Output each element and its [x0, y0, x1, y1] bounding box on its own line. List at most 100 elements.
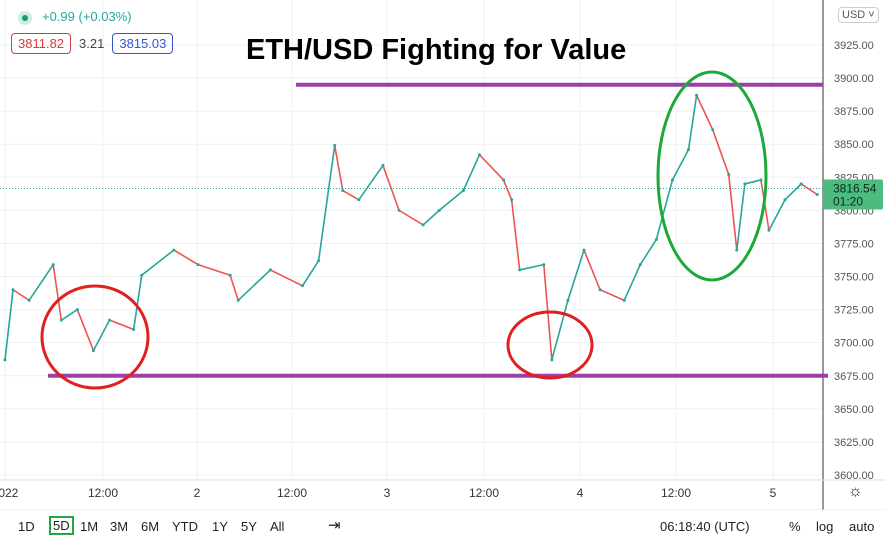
price-point	[132, 327, 136, 331]
bottom-toolbar: ⇥ 06:18:40 (UTC) % log auto 1D 5D 1M 3M 6M YT…	[0, 510, 885, 537]
price-point	[51, 263, 55, 267]
current-price-tag	[823, 179, 883, 210]
price-segment	[711, 129, 730, 175]
price-segment	[12, 289, 30, 302]
currency-select[interactable]: USD ˅	[838, 7, 879, 23]
clock: 06:18:40 (UTC)	[660, 519, 750, 534]
price-segment	[398, 209, 424, 226]
goto-date-icon[interactable]: ⇥	[328, 517, 341, 534]
currency-label: USD	[842, 9, 866, 21]
price-point	[3, 358, 7, 362]
price-segment	[333, 145, 344, 191]
price-point	[510, 198, 514, 202]
price-point	[333, 144, 337, 148]
price-point	[582, 248, 586, 252]
price-point	[711, 128, 715, 132]
price-segment	[768, 199, 786, 231]
price-segment	[270, 269, 303, 287]
range-1y[interactable]: 1Y	[212, 519, 228, 534]
price-point	[75, 308, 79, 312]
range-ytd[interactable]: YTD	[172, 519, 198, 534]
price-segment	[60, 308, 78, 321]
price-point	[695, 93, 699, 97]
price-segment	[800, 183, 818, 196]
price-point	[815, 192, 819, 196]
x-tick-label: 2	[194, 486, 201, 500]
price-segment	[237, 269, 271, 301]
range-3m[interactable]: 3M	[110, 519, 129, 534]
current-price-text: 3816.54	[833, 181, 877, 195]
price-segment	[141, 249, 175, 276]
y-tick-label: 3925.00	[834, 40, 874, 52]
x-tick-label: 12:00	[277, 486, 307, 500]
price-point	[59, 318, 63, 322]
price-segment	[784, 183, 802, 201]
price-segment	[519, 263, 544, 271]
price-segment	[173, 249, 199, 266]
price-segment	[301, 260, 320, 287]
price-point	[550, 358, 554, 362]
price-segment	[76, 309, 95, 351]
price-point	[566, 298, 570, 302]
settings-sun-icon[interactable]: ☼	[848, 483, 863, 500]
price-point	[172, 248, 176, 252]
y-tick-label: 3750.00	[834, 272, 874, 284]
price-point	[437, 208, 441, 212]
price-point	[397, 208, 401, 212]
price-segment	[358, 164, 384, 201]
chart-title: ETH/USD Fighting for Value	[246, 34, 627, 66]
price-point	[654, 237, 658, 241]
price-point	[268, 268, 272, 272]
market-status-icon	[18, 10, 32, 25]
price-point	[502, 178, 506, 182]
y-tick-label: 3700.00	[834, 338, 874, 350]
percent-toggle[interactable]: %	[789, 519, 801, 534]
price-segment	[229, 274, 239, 301]
y-tick-label: 3625.00	[834, 437, 874, 449]
range-5d[interactable]: 5D	[49, 516, 74, 535]
countdown-text: 01:20	[833, 194, 863, 208]
range-1m[interactable]: 1M	[80, 519, 99, 534]
price-point	[598, 288, 602, 292]
price-point	[767, 228, 771, 232]
price-point	[461, 189, 465, 193]
price-chart[interactable]: 3600.00 3625.00 3650.00 3675.00 3700.00 3725.…	[0, 0, 885, 510]
x-tick-label: 12:00	[469, 486, 499, 500]
y-tick-label: 3875.00	[834, 106, 874, 118]
price-segment	[342, 189, 360, 201]
price-point	[799, 182, 803, 186]
range-5y[interactable]: 5Y	[241, 519, 257, 534]
red-circle-annotation	[40, 284, 150, 390]
price-change: +0.99 (+0.03%)	[42, 9, 132, 24]
range-all[interactable]: All	[270, 519, 285, 534]
quote-row: 3811.82 3.21 3815.03	[11, 33, 174, 54]
price-segment	[655, 179, 674, 240]
log-toggle[interactable]: log	[816, 519, 834, 534]
price-point	[301, 284, 305, 288]
buy-price-button[interactable]: 3815.03	[112, 33, 174, 54]
price-point	[108, 318, 112, 322]
green-circle-annotation	[656, 70, 768, 282]
price-segment	[510, 199, 521, 271]
price-point	[228, 273, 232, 277]
price-segment	[382, 165, 400, 211]
range-6m[interactable]: 6M	[141, 519, 160, 534]
y-tick-label: 3850.00	[834, 139, 874, 151]
price-point	[518, 268, 522, 272]
price-point	[542, 263, 546, 267]
price-segment	[695, 94, 714, 131]
price-segment	[623, 264, 642, 301]
range-1d[interactable]: 1D	[18, 519, 35, 534]
price-point	[727, 173, 731, 177]
price-point	[638, 263, 642, 267]
price-point	[91, 349, 95, 353]
price-segment	[727, 174, 738, 251]
auto-toggle[interactable]: auto	[849, 519, 875, 534]
price-point	[140, 273, 144, 277]
price-point	[236, 298, 240, 302]
price-point	[670, 178, 674, 182]
sell-price-button[interactable]: 3811.82	[11, 33, 72, 54]
y-tick-label: 3600.00	[834, 470, 874, 482]
price-point	[196, 263, 200, 267]
price-segment	[109, 319, 134, 331]
